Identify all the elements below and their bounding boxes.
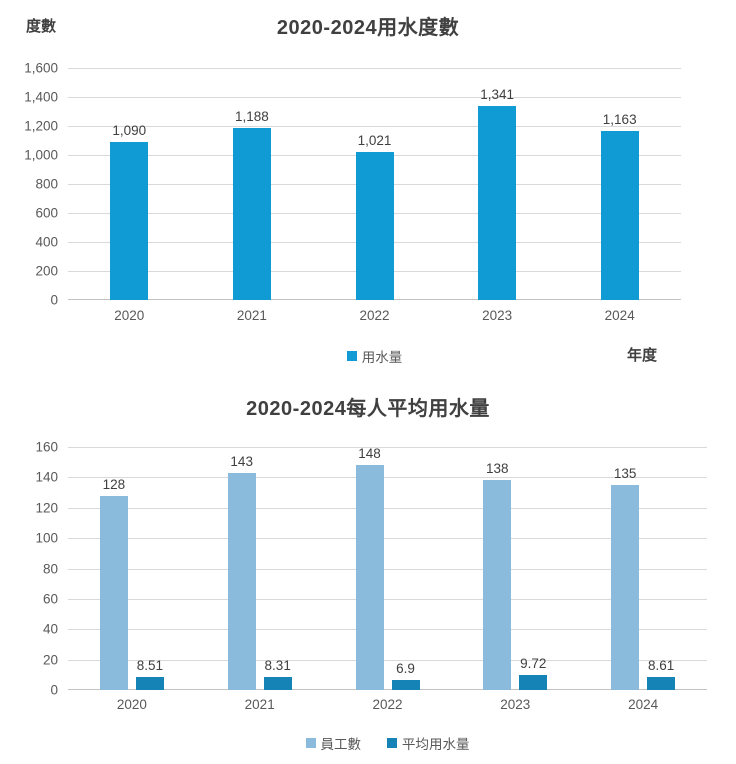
plot-area: 128 8.51 143 8.31 148 6.9 138 9.72 135 8.61 — [68, 446, 707, 690]
y-tick-label: 100 — [35, 530, 58, 546]
bar-value-label: 138 — [486, 461, 509, 477]
gridline — [68, 568, 707, 570]
x-tick-label: 2023 — [500, 697, 531, 712]
chart-title: 2020-2024用水度數 — [276, 17, 460, 39]
gridline — [68, 68, 681, 69]
y-axis: 0 20 40 60 80 100 120 140 160 — [0, 440, 58, 698]
gridline — [68, 538, 707, 540]
y-tick-label: 60 — [42, 591, 58, 607]
x-tick-label: 2024 — [604, 308, 635, 323]
gridline — [68, 477, 707, 479]
gridline — [68, 507, 707, 509]
bar-value-label: 9.72 — [520, 656, 547, 672]
bar-平均用水量-2024 — [647, 676, 676, 690]
bar-value-label: 6.9 — [396, 660, 415, 676]
bar-用水量-2024 — [600, 131, 639, 300]
y-tick-label: 1,200 — [24, 118, 58, 134]
bar-value-label: 8.51 — [136, 658, 164, 674]
bar-平均用水量-2023 — [519, 675, 548, 690]
legend-label: 員工數 — [320, 737, 362, 752]
legend-item: 平均用水量 — [387, 733, 470, 753]
bar-用水量-2021 — [232, 127, 271, 300]
bar-value-label: 1,090 — [112, 122, 147, 138]
legend-item: 員工數 — [305, 733, 362, 753]
bar-value-label: 1,188 — [234, 108, 269, 124]
y-tick-label: 1,400 — [24, 89, 58, 105]
y-tick-label: 40 — [42, 621, 58, 637]
bar-value-label: 135 — [613, 465, 637, 481]
chart-title: 2020-2024每人平均用水量 — [246, 398, 490, 420]
legend-label: 平均用水量 — [402, 737, 470, 752]
legend-swatch-icon — [305, 738, 316, 748]
bar-value-label: 143 — [230, 453, 253, 469]
y-tick-label: 400 — [35, 234, 58, 250]
y-tick-label: 20 — [42, 652, 58, 668]
x-tick-label: 2023 — [482, 308, 513, 323]
y-tick-label: 0 — [50, 292, 58, 308]
bar-value-label: 1,021 — [357, 132, 392, 148]
bar-value-label: 128 — [102, 476, 126, 492]
x-axis: 2020 2021 2022 2023 2024 — [68, 308, 681, 328]
legend: 員工數 平均用水量 — [68, 733, 707, 753]
per-capita-water-chart: 2020-2024每人平均用水量 0 20 40 60 80 100 120 140 160 1… — [0, 385, 736, 764]
bar-平均用水量-2022 — [391, 679, 420, 690]
bar-員工數-2023 — [483, 480, 512, 690]
x-axis-title: 年度 — [627, 347, 658, 364]
bar-用水量-2020 — [110, 141, 149, 300]
bar-value-label: 1,341 — [480, 86, 514, 102]
gridline — [68, 447, 707, 448]
legend: 用水量 — [68, 346, 681, 366]
legend-label: 用水量 — [361, 350, 403, 365]
bar-員工數-2020 — [99, 495, 128, 690]
x-tick-label: 2022 — [372, 697, 403, 712]
bar-value-label: 1,163 — [602, 112, 637, 128]
gridline — [68, 598, 707, 600]
bar-value-label: 8.31 — [264, 658, 291, 674]
y-tick-label: 200 — [35, 263, 58, 279]
bar-平均用水量-2020 — [135, 677, 164, 690]
bar-用水量-2022 — [355, 151, 394, 300]
legend-item: 用水量 — [346, 346, 403, 366]
legend-swatch-icon — [387, 738, 397, 748]
legend-swatch-icon — [346, 351, 357, 361]
y-tick-label: 120 — [35, 500, 58, 516]
x-tick-label: 2022 — [359, 308, 390, 323]
bar-用水量-2023 — [478, 105, 517, 300]
bar-value-label: 148 — [358, 446, 381, 462]
plot-area: 1,090 1,188 1,021 1,341 1,163 — [68, 68, 681, 300]
bar-員工數-2024 — [611, 484, 640, 690]
y-tick-label: 600 — [35, 205, 58, 221]
y-axis-title: 度數 — [26, 18, 57, 35]
y-axis: 0 200 400 600 800 1,000 1,200 1,400 1,600 — [0, 61, 58, 308]
bar-平均用水量-2021 — [263, 677, 292, 690]
x-tick-label: 2020 — [114, 308, 145, 323]
bar-員工數-2021 — [227, 472, 256, 690]
gridline — [68, 629, 707, 631]
x-tick-label: 2020 — [116, 697, 147, 712]
x-tick-label: 2021 — [244, 697, 275, 712]
water-usage-chart: 度數 2020-2024用水度數 0 200 400 600 800 1,000 1,200… — [0, 17, 681, 366]
x-tick-label: 2021 — [236, 308, 267, 323]
bar-員工數-2022 — [355, 465, 384, 690]
y-tick-label: 1,600 — [24, 60, 58, 76]
y-tick-label: 0 — [50, 682, 58, 698]
bar-value-label: 8.61 — [647, 657, 675, 673]
gridline — [68, 689, 707, 690]
y-tick-label: 140 — [35, 469, 58, 485]
gridline — [68, 126, 681, 127]
x-axis: 2020 2021 2022 2023 2024 — [68, 697, 707, 717]
gridline — [68, 97, 681, 98]
y-tick-label: 160 — [35, 439, 58, 455]
y-tick-label: 80 — [42, 561, 58, 576]
y-tick-label: 1,000 — [24, 147, 58, 163]
x-tick-label: 2024 — [628, 697, 659, 712]
gridline — [68, 659, 707, 661]
y-tick-label: 800 — [35, 176, 58, 192]
